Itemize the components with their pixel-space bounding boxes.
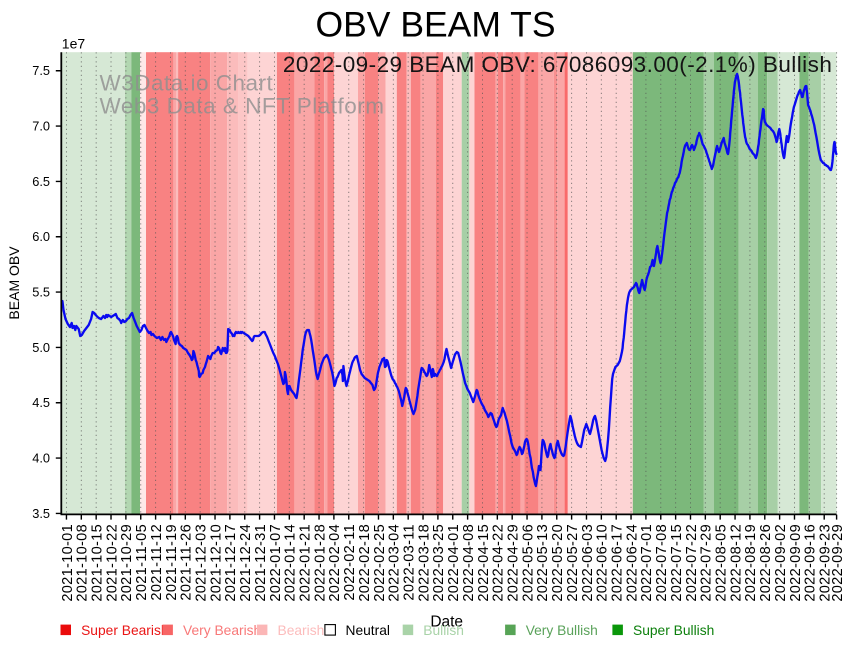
svg-text:2022-09-23: 2022-09-23 — [818, 524, 834, 602]
svg-text:2022-01-28: 2022-01-28 — [312, 524, 328, 602]
svg-text:2022-01-21: 2022-01-21 — [297, 524, 313, 602]
svg-text:2021-11-05: 2021-11-05 — [134, 524, 150, 601]
svg-text:2022-01-14: 2022-01-14 — [283, 524, 299, 602]
svg-text:5.5: 5.5 — [32, 284, 50, 299]
svg-text:2021-12-03: 2021-12-03 — [193, 524, 209, 602]
svg-text:Very Bearish: Very Bearish — [183, 623, 261, 638]
svg-text:2022-07-01: 2022-07-01 — [639, 524, 655, 602]
svg-text:2022-03-11: 2022-03-11 — [401, 524, 417, 601]
svg-text:2022-02-11: 2022-02-11 — [342, 524, 358, 601]
svg-text:2022-02-18: 2022-02-18 — [357, 524, 373, 602]
svg-text:Super Bearish: Super Bearish — [81, 623, 168, 638]
svg-text:2022-03-04: 2022-03-04 — [387, 524, 403, 602]
svg-text:2022-02-25: 2022-02-25 — [372, 524, 388, 602]
svg-text:2022-09-16: 2022-09-16 — [803, 524, 819, 602]
svg-text:2022-04-08: 2022-04-08 — [461, 524, 477, 602]
svg-text:2021-12-24: 2021-12-24 — [238, 524, 254, 602]
svg-text:6.5: 6.5 — [32, 174, 50, 189]
svg-text:7.0: 7.0 — [32, 118, 50, 133]
svg-text:2022-06-17: 2022-06-17 — [610, 524, 626, 602]
svg-text:Neutral: Neutral — [346, 623, 390, 638]
svg-text:Web3 Data & NFT Platform: Web3 Data & NFT Platform — [100, 94, 385, 119]
svg-text:2022-06-10: 2022-06-10 — [595, 524, 611, 602]
svg-text:2022-04-22: 2022-04-22 — [491, 524, 507, 602]
svg-text:2022-03-25: 2022-03-25 — [431, 524, 447, 602]
svg-text:1e7: 1e7 — [62, 35, 86, 51]
svg-text:2021-10-01: 2021-10-01 — [60, 524, 76, 602]
svg-text:Bearish: Bearish — [278, 623, 325, 638]
svg-text:2022-08-12: 2022-08-12 — [728, 524, 744, 602]
svg-text:BEAM OBV: BEAM OBV — [6, 246, 22, 320]
svg-text:4.0: 4.0 — [32, 450, 50, 465]
svg-text:2022-05-20: 2022-05-20 — [550, 524, 566, 602]
svg-text:2022-04-01: 2022-04-01 — [446, 524, 462, 602]
svg-text:2022-05-13: 2022-05-13 — [535, 524, 551, 602]
svg-text:2021-12-10: 2021-12-10 — [208, 524, 224, 602]
svg-text:2021-12-31: 2021-12-31 — [253, 524, 269, 602]
svg-text:2022-07-22: 2022-07-22 — [684, 524, 700, 602]
svg-text:3.5: 3.5 — [32, 506, 50, 521]
svg-text:7.5: 7.5 — [32, 63, 50, 78]
svg-text:Bullish: Bullish — [423, 623, 464, 638]
svg-text:2022-09-09: 2022-09-09 — [788, 524, 804, 602]
svg-text:2021-12-17: 2021-12-17 — [223, 524, 239, 602]
svg-text:2022-04-15: 2022-04-15 — [476, 524, 492, 602]
svg-text:2021-10-22: 2021-10-22 — [104, 524, 120, 602]
svg-text:2022-07-08: 2022-07-08 — [654, 524, 670, 602]
svg-text:2022-08-26: 2022-08-26 — [758, 524, 774, 602]
svg-text:2022-04-29: 2022-04-29 — [505, 524, 521, 602]
svg-text:2021-11-26: 2021-11-26 — [179, 524, 195, 601]
svg-text:2022-09-29 BEAM OBV: 67086093.: 2022-09-29 BEAM OBV: 67086093.00(-2.1%) … — [283, 52, 832, 77]
svg-text:2022-01-07: 2022-01-07 — [268, 524, 284, 602]
svg-text:Date: Date — [430, 614, 463, 631]
svg-text:6.0: 6.0 — [32, 229, 50, 244]
svg-text:OBV BEAM TS: OBV BEAM TS — [315, 5, 555, 45]
svg-text:Super Bullish: Super Bullish — [633, 623, 714, 638]
svg-text:2022-08-05: 2022-08-05 — [714, 524, 730, 602]
svg-text:2021-10-15: 2021-10-15 — [89, 524, 105, 602]
svg-text:2022-09-02: 2022-09-02 — [773, 524, 789, 602]
svg-text:2021-11-12: 2021-11-12 — [149, 524, 165, 601]
svg-text:2021-10-08: 2021-10-08 — [75, 524, 91, 602]
svg-text:2021-10-29: 2021-10-29 — [119, 524, 135, 602]
svg-text:2022-06-24: 2022-06-24 — [624, 524, 640, 602]
svg-text:2022-06-03: 2022-06-03 — [580, 524, 596, 602]
svg-text:2022-08-19: 2022-08-19 — [743, 524, 759, 602]
svg-text:5.0: 5.0 — [32, 340, 50, 355]
svg-text:Very Bullish: Very Bullish — [526, 623, 598, 638]
svg-text:2022-09-29: 2022-09-29 — [830, 524, 846, 602]
svg-text:2022-03-18: 2022-03-18 — [416, 524, 432, 602]
svg-text:2022-05-06: 2022-05-06 — [520, 524, 536, 602]
svg-text:2022-07-15: 2022-07-15 — [669, 524, 685, 602]
svg-text:2022-02-04: 2022-02-04 — [327, 524, 343, 602]
svg-text:W3Data.io Chart: W3Data.io Chart — [100, 71, 274, 96]
svg-text:2021-11-19: 2021-11-19 — [164, 524, 180, 601]
svg-text:4.5: 4.5 — [32, 395, 50, 410]
svg-text:2022-07-29: 2022-07-29 — [699, 524, 715, 602]
svg-text:2022-05-27: 2022-05-27 — [565, 524, 581, 602]
